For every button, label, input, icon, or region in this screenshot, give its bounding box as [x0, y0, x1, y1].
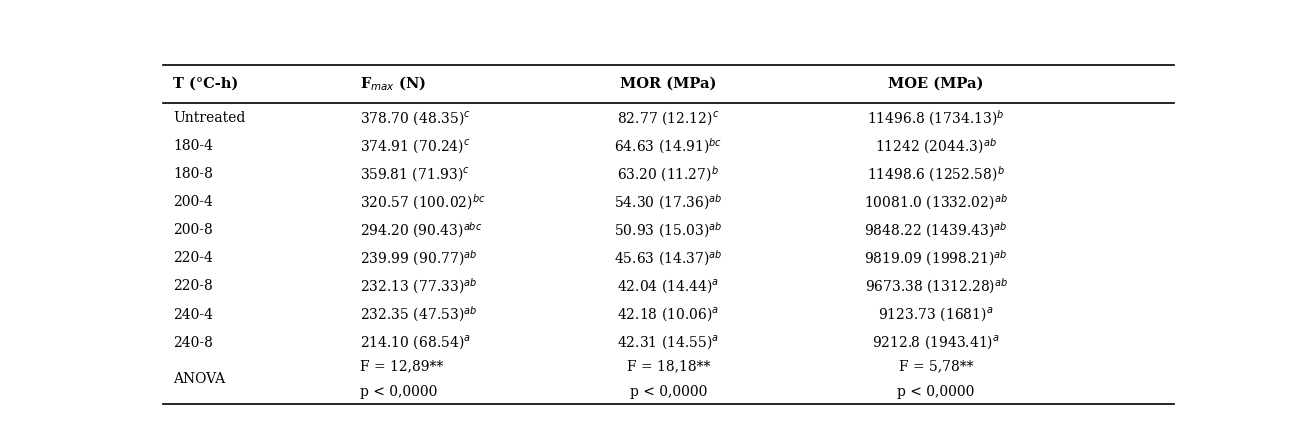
Text: 240-4: 240-4 — [173, 308, 213, 321]
Text: F = 18,18**: F = 18,18** — [627, 360, 709, 373]
Text: F$_{max}$ (N): F$_{max}$ (N) — [360, 75, 426, 93]
Text: p < 0,0000: p < 0,0000 — [897, 385, 975, 399]
Text: 50.93 (15.03)$^{ab}$: 50.93 (15.03)$^{ab}$ — [614, 221, 722, 240]
Text: 9123.73 (1681)$^{a}$: 9123.73 (1681)$^{a}$ — [879, 305, 994, 323]
Text: 9848.22 (1439.43)$^{ab}$: 9848.22 (1439.43)$^{ab}$ — [865, 221, 1008, 240]
Text: 240-8: 240-8 — [173, 336, 213, 349]
Text: 54.30 (17.36)$^{ab}$: 54.30 (17.36)$^{ab}$ — [614, 193, 722, 212]
Text: 320.57 (100.02)$^{bc}$: 320.57 (100.02)$^{bc}$ — [360, 193, 485, 212]
Text: 10081.0 (1332.02)$^{ab}$: 10081.0 (1332.02)$^{ab}$ — [865, 193, 1008, 212]
Text: 9673.38 (1312.28)$^{ab}$: 9673.38 (1312.28)$^{ab}$ — [865, 277, 1008, 296]
Text: 11242 (2044.3)$^{ab}$: 11242 (2044.3)$^{ab}$ — [875, 136, 998, 156]
Text: 180-4: 180-4 — [173, 139, 213, 153]
Text: 359.81 (71.93)$^{c}$: 359.81 (71.93)$^{c}$ — [360, 166, 469, 183]
Text: 63.20 (11.27)$^{b}$: 63.20 (11.27)$^{b}$ — [617, 165, 720, 184]
Text: 42.18 (10.06)$^{a}$: 42.18 (10.06)$^{a}$ — [617, 305, 720, 323]
Text: T (°C-h): T (°C-h) — [173, 77, 239, 91]
Text: 82.77 (12.12)$^{c}$: 82.77 (12.12)$^{c}$ — [617, 109, 720, 127]
Text: 294.20 (90.43)$^{abc}$: 294.20 (90.43)$^{abc}$ — [360, 221, 482, 240]
Text: 45.63 (14.37)$^{ab}$: 45.63 (14.37)$^{ab}$ — [614, 249, 722, 268]
Text: 232.35 (47.53)$^{ab}$: 232.35 (47.53)$^{ab}$ — [360, 305, 477, 324]
Text: 200-8: 200-8 — [173, 223, 213, 238]
Text: 374.91 (70.24)$^{c}$: 374.91 (70.24)$^{c}$ — [360, 138, 471, 155]
Text: 220-8: 220-8 — [173, 279, 213, 293]
Text: F = 5,78**: F = 5,78** — [898, 360, 973, 373]
Text: 239.99 (90.77)$^{ab}$: 239.99 (90.77)$^{ab}$ — [360, 249, 477, 268]
Text: 11496.8 (1734.13)$^{b}$: 11496.8 (1734.13)$^{b}$ — [867, 108, 1005, 128]
Text: 42.31 (14.55)$^{a}$: 42.31 (14.55)$^{a}$ — [617, 334, 720, 351]
Text: p < 0,0000: p < 0,0000 — [630, 385, 707, 399]
Text: ANOVA: ANOVA — [173, 373, 226, 386]
Text: Untreated: Untreated — [173, 111, 245, 125]
Text: 220-4: 220-4 — [173, 251, 213, 266]
Text: 232.13 (77.33)$^{ab}$: 232.13 (77.33)$^{ab}$ — [360, 277, 477, 296]
Text: 200-4: 200-4 — [173, 195, 213, 210]
Text: 64.63 (14.91)$^{bc}$: 64.63 (14.91)$^{bc}$ — [614, 136, 722, 156]
Text: MOR (MPa): MOR (MPa) — [621, 77, 716, 91]
Text: F = 12,89**: F = 12,89** — [360, 360, 443, 373]
Text: p < 0,0000: p < 0,0000 — [360, 385, 437, 399]
Text: 180-8: 180-8 — [173, 167, 213, 181]
Text: 9819.09 (1998.21)$^{ab}$: 9819.09 (1998.21)$^{ab}$ — [865, 249, 1008, 268]
Text: 11498.6 (1252.58)$^{b}$: 11498.6 (1252.58)$^{b}$ — [867, 165, 1005, 184]
Text: 42.04 (14.44)$^{a}$: 42.04 (14.44)$^{a}$ — [617, 278, 720, 295]
Text: MOE (MPa): MOE (MPa) — [888, 77, 983, 91]
Text: 214.10 (68.54)$^{a}$: 214.10 (68.54)$^{a}$ — [360, 334, 471, 351]
Text: 9212.8 (1943.41)$^{a}$: 9212.8 (1943.41)$^{a}$ — [872, 334, 1000, 351]
Text: 378.70 (48.35)$^{c}$: 378.70 (48.35)$^{c}$ — [360, 109, 471, 127]
